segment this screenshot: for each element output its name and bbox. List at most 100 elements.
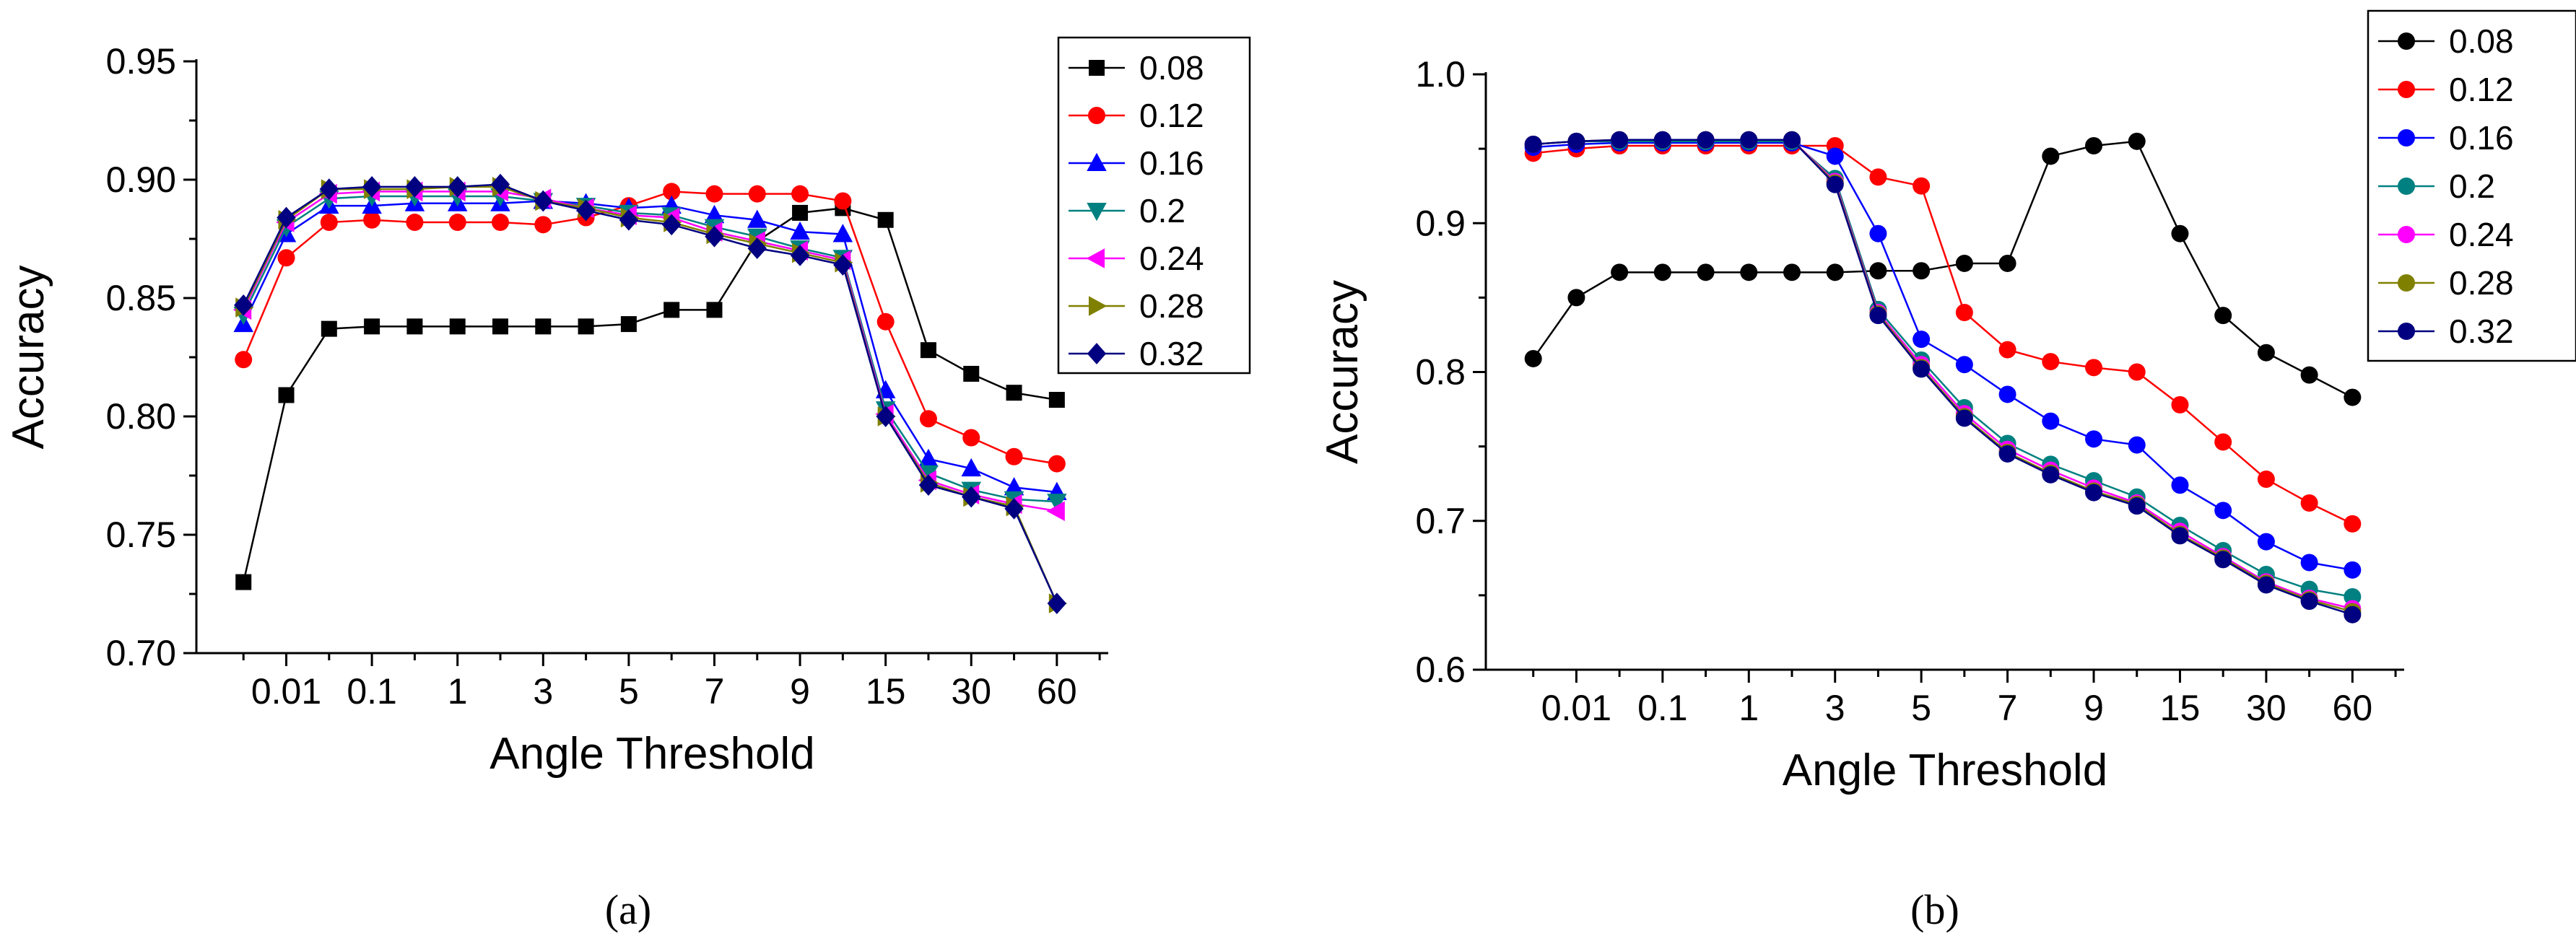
series-0.28 <box>235 177 1068 613</box>
data-point <box>1955 304 1973 321</box>
series-0.28 <box>1524 131 2362 621</box>
data-point <box>1826 175 1844 193</box>
data-point <box>535 318 552 335</box>
data-point <box>2257 471 2275 488</box>
data-point <box>1955 356 1973 374</box>
data-point <box>2214 433 2232 451</box>
data-point <box>534 190 553 212</box>
x-tick-label: 1 <box>448 671 468 712</box>
series-0.12 <box>235 183 1066 473</box>
legend-label: 0.28 <box>1139 287 1204 325</box>
data-point <box>1611 131 1629 149</box>
legend-label: 0.08 <box>1139 49 1204 87</box>
data-point <box>2214 502 2232 520</box>
data-point <box>2085 430 2103 448</box>
data-point <box>1998 385 2016 403</box>
data-point <box>1740 131 1758 149</box>
data-point <box>1048 392 1065 408</box>
legend-marker <box>1088 107 1105 124</box>
legend-label: 0.16 <box>2449 119 2514 157</box>
data-point <box>961 458 982 477</box>
x-tick-label: 60 <box>1037 671 1077 712</box>
data-point <box>1955 254 1973 272</box>
series-0.32 <box>1524 131 2362 624</box>
legend-marker <box>1087 152 1107 171</box>
data-point <box>2257 533 2275 551</box>
data-point <box>2300 592 2318 611</box>
series-0.2 <box>1524 132 2362 605</box>
series-line-0.32 <box>243 183 1058 604</box>
legend-label: 0.24 <box>2449 216 2514 253</box>
y-tick-label: 1.0 <box>1415 54 1466 95</box>
data-point <box>364 318 380 335</box>
series-line-0.24 <box>1533 139 2353 610</box>
data-point <box>319 178 339 200</box>
series-0.24 <box>232 181 1065 521</box>
data-point <box>2300 366 2318 384</box>
x-tick-label: 60 <box>2333 688 2373 728</box>
series-line-0.28 <box>1533 139 2353 613</box>
x-tick-label: 15 <box>866 671 906 712</box>
data-point <box>2344 561 2362 579</box>
data-point <box>2171 476 2189 494</box>
x-tick-label: 30 <box>2246 688 2286 728</box>
data-point <box>1913 177 1931 195</box>
data-point <box>1783 263 1801 281</box>
legend-label: 0.32 <box>2449 312 2514 350</box>
data-point <box>321 320 337 337</box>
data-point <box>748 185 766 203</box>
y-tick-label: 0.85 <box>106 278 176 318</box>
data-point <box>2171 395 2189 414</box>
data-point <box>918 474 939 496</box>
y-axis-label: Accuracy <box>4 266 53 450</box>
legend-marker <box>2398 323 2415 340</box>
legend-item: 0.28 <box>1069 287 1204 325</box>
series-line-0.2 <box>1533 140 2353 598</box>
data-point <box>1826 263 1844 281</box>
chart-panel-a: 0.70 0.75 0.80 0.85 0.90 0.95 0.01 0.1 1 3 5 7 9 15 30… <box>4 36 1251 933</box>
panel-caption: (a) <box>605 886 651 933</box>
series-line-0.32 <box>1533 139 2353 616</box>
legend-item: 0.08 <box>1069 49 1204 87</box>
data-point <box>1869 262 1887 280</box>
data-point <box>790 245 810 266</box>
series-0.32 <box>234 173 1067 614</box>
data-point <box>2042 147 2060 165</box>
data-point <box>2085 137 2103 154</box>
data-point <box>663 302 680 318</box>
data-point <box>405 175 425 198</box>
x-axis-label: Angle Threshold <box>489 729 814 779</box>
y-tick-label: 0.80 <box>106 396 176 437</box>
legend-marker <box>1087 343 1107 364</box>
data-point <box>1047 592 1067 614</box>
data-point <box>278 387 295 403</box>
y-tick-label: 0.8 <box>1415 352 1466 393</box>
legend-label: 0.12 <box>2449 71 2514 108</box>
data-point <box>277 249 295 267</box>
data-point <box>1869 307 1887 325</box>
legend-label: 0.08 <box>2449 22 2514 60</box>
data-point <box>2171 527 2189 545</box>
data-point <box>1047 494 1067 512</box>
data-point <box>705 225 724 248</box>
data-point <box>1046 501 1065 521</box>
legend-item: 0.16 <box>2378 119 2514 157</box>
legend-marker <box>2398 129 2415 146</box>
x-tick-label: 5 <box>619 671 639 712</box>
data-point <box>2257 344 2275 362</box>
data-point <box>490 173 510 196</box>
legend-marker <box>1089 60 1105 76</box>
data-point <box>706 302 723 318</box>
data-point <box>1004 477 1024 496</box>
data-point <box>962 429 980 447</box>
y-tick-label: 0.75 <box>106 515 176 555</box>
series-line-0.28 <box>243 185 1058 604</box>
x-tick-label: 9 <box>790 671 810 712</box>
panel-caption: (b) <box>1910 886 1959 933</box>
data-point <box>791 185 809 203</box>
data-point <box>918 448 939 468</box>
data-point <box>704 204 725 224</box>
data-point <box>1955 409 1973 427</box>
series-0.12 <box>1524 137 2362 533</box>
